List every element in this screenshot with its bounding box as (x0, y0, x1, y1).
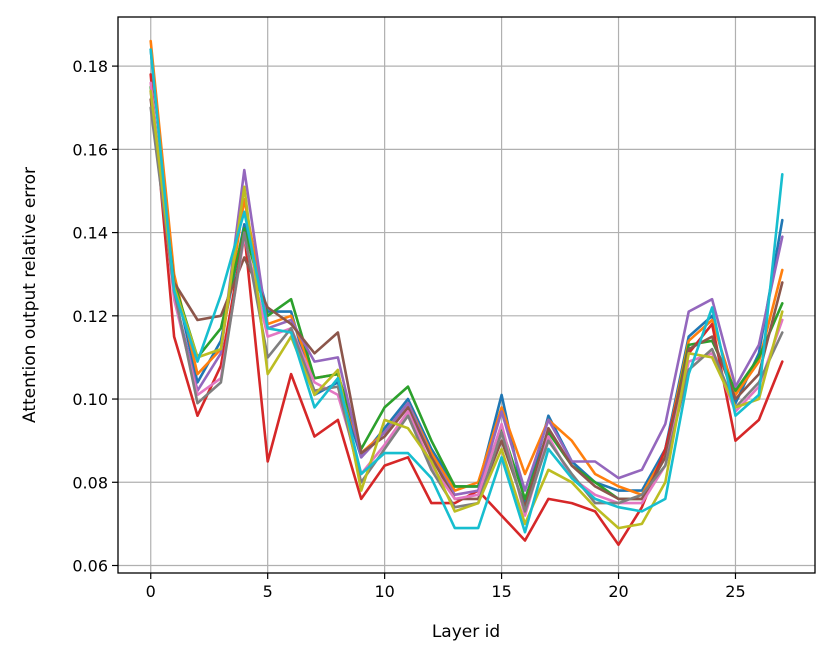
grid (118, 17, 815, 573)
x-tick-label: 0 (146, 582, 156, 601)
y-tick-label: 0.12 (72, 307, 108, 326)
y-tick-label: 0.10 (72, 390, 108, 409)
x-axis-ticks: 0 5 10 15 20 25 (146, 573, 746, 601)
y-axis-label: Attention output relative error (20, 167, 40, 423)
series-lines (149, 39, 784, 547)
y-tick-label: 0.14 (72, 224, 108, 243)
series-line-5 (149, 89, 784, 497)
y-tick-label: 0.16 (72, 140, 108, 159)
x-tick-label: 20 (608, 582, 628, 601)
x-tick-label: 15 (491, 582, 511, 601)
x-tick-label: 5 (263, 582, 273, 601)
y-tick-label: 0.08 (72, 473, 108, 492)
x-axis-label: Layer id (432, 622, 500, 642)
series-line-10 (149, 48, 784, 534)
plot-frame (117, 16, 816, 574)
series-line-9 (149, 89, 784, 530)
x-tick-label: 25 (725, 582, 745, 601)
x-tick-label: 10 (374, 582, 394, 601)
y-axis-ticks: 0.06 0.08 0.10 0.12 0.14 0.16 0.18 (72, 57, 118, 576)
y-tick-label: 0.18 (72, 57, 108, 76)
y-tick-label: 0.06 (72, 557, 108, 576)
